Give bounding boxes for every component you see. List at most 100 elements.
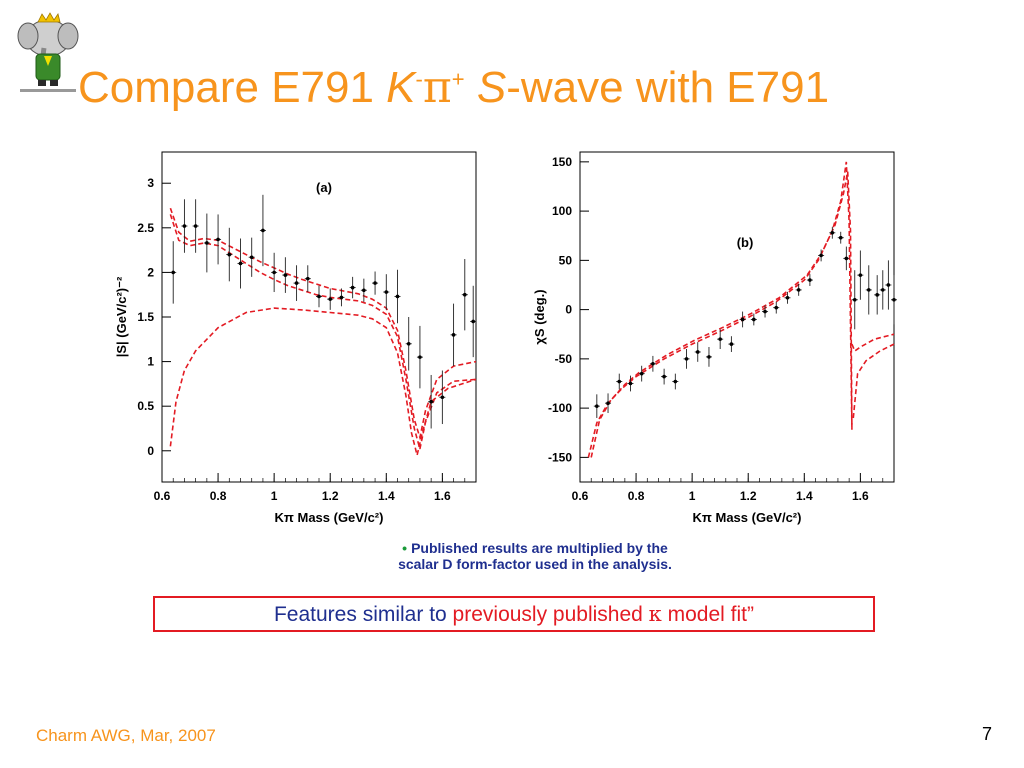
x-tick-label: 1: [689, 489, 696, 503]
point-marker: [384, 290, 389, 294]
point-marker: [272, 270, 276, 275]
elephant-logo: [17, 12, 79, 92]
data-point: [593, 394, 600, 418]
data-point: [739, 311, 746, 328]
x-tick-label: 0.6: [572, 489, 589, 503]
x-axis-label: Kπ Mass (GeV/c²): [275, 510, 384, 525]
plot-frame: [579, 151, 895, 483]
data-point: [237, 238, 244, 289]
point-marker: [451, 333, 456, 337]
point-marker: [283, 273, 288, 277]
point-marker: [866, 288, 871, 292]
data-point: [885, 260, 892, 310]
point-marker: [606, 401, 610, 405]
point-marker: [373, 281, 377, 285]
data-point: [383, 274, 390, 310]
point-marker: [617, 379, 622, 384]
point-marker: [892, 297, 896, 302]
data-point: [784, 291, 791, 304]
point-marker: [875, 293, 879, 297]
point-marker: [205, 241, 209, 245]
chart-b: 0.6 0.8 1 1.2 1.4 1.6 -150 -100 -50 0 50 100 150 (b) K…: [532, 151, 897, 525]
data-point: [181, 199, 188, 253]
data-point: [470, 285, 477, 358]
point-marker: [886, 283, 891, 287]
point-marker: [227, 252, 232, 257]
data-point: [259, 194, 266, 267]
y-tick-label: 50: [559, 253, 573, 267]
data-point: [605, 393, 612, 414]
point-marker: [328, 297, 333, 301]
point-marker: [395, 294, 400, 299]
data-point: [627, 375, 634, 392]
data-point: [837, 231, 844, 244]
point-marker: [695, 350, 700, 354]
data-point: [349, 276, 356, 299]
data-point: [338, 288, 345, 307]
x-tick-label: 1.2: [740, 489, 757, 503]
data-point: [226, 227, 233, 282]
data-point: [203, 213, 210, 273]
data-point: [192, 199, 199, 253]
data-point: [405, 317, 412, 371]
point-marker: [216, 237, 220, 242]
x-tick-label: 0.8: [628, 489, 645, 503]
page-number: 7: [981, 724, 992, 744]
data-point: [694, 342, 701, 362]
point-marker: [707, 355, 711, 359]
y-tick-label: 2: [147, 265, 154, 279]
point-marker: [858, 273, 863, 277]
point-marker: [406, 341, 411, 346]
point-marker: [785, 295, 790, 300]
data-point: [248, 237, 255, 277]
y-tick-label: -100: [548, 401, 572, 415]
data-point: [806, 274, 813, 286]
model-curve: [852, 343, 895, 419]
model-curve: [590, 171, 853, 458]
y-tick-label: 0: [565, 303, 572, 317]
data-point: [879, 270, 886, 310]
data-point: [316, 285, 322, 308]
point-marker: [639, 371, 644, 376]
point-marker: [718, 337, 722, 341]
data-point: [638, 365, 645, 382]
point-marker: [317, 294, 321, 299]
data-point: [795, 284, 802, 296]
point-marker: [362, 288, 366, 293]
data-point: [672, 373, 679, 390]
data-point: [851, 270, 858, 330]
point-marker: [462, 292, 467, 297]
panel-label: (a): [316, 180, 332, 195]
point-marker: [844, 256, 849, 261]
point-marker: [171, 270, 176, 275]
point-marker: [740, 317, 745, 322]
model-curve: [169, 214, 477, 450]
x-tick-label: 1.6: [852, 489, 869, 503]
data-point: [450, 303, 457, 367]
data-point: [282, 257, 289, 293]
y-tick-label: 0.5: [137, 399, 154, 413]
model-curve: [169, 307, 477, 456]
point-marker: [808, 278, 812, 282]
data-point: [818, 249, 825, 262]
point-marker: [729, 342, 734, 346]
x-tick-label: 1.6: [434, 489, 451, 503]
data-point: [327, 288, 334, 310]
features-box: Features similar to previously published…: [153, 596, 875, 632]
x-tick-label: 1.4: [796, 489, 813, 503]
slide-title: Compare E791 K-π+ S-wave with E791: [78, 62, 830, 113]
model-curve: [587, 161, 853, 458]
point-marker: [763, 309, 767, 314]
data-point: [857, 250, 864, 300]
point-marker: [838, 235, 843, 240]
point-marker: [880, 288, 885, 292]
point-marker: [249, 255, 254, 260]
data-point: [271, 252, 278, 293]
point-marker: [193, 224, 198, 228]
data-point: [372, 271, 379, 295]
y-tick-label: -50: [555, 352, 573, 366]
y-tick-label: -150: [548, 450, 572, 464]
point-marker: [774, 305, 779, 310]
point-marker: [294, 281, 299, 285]
point-marker: [684, 357, 689, 361]
